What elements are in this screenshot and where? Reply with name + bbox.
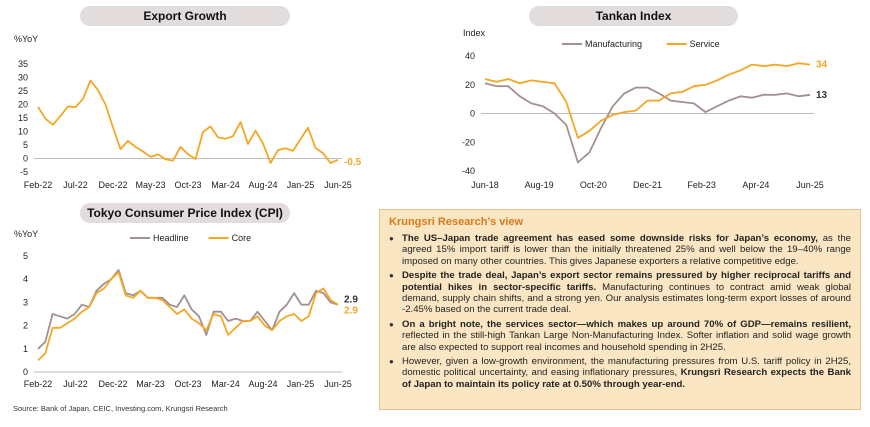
- bullet-text: Manufacturing continues to contract amid…: [402, 281, 851, 316]
- cpi-legend-label: Headline: [153, 233, 189, 243]
- cpi-x-tick-label: Jul-22: [63, 379, 88, 389]
- view-bullet: On a bright note, the services sector—wh…: [389, 319, 851, 353]
- cpi-end-value-label: 2.9: [344, 306, 358, 317]
- export-x-tick-label: Aug-24: [248, 180, 277, 190]
- cpi-series-core-line: [37, 271, 339, 362]
- export-y-tick-label: -5: [20, 167, 28, 177]
- export-growth-title: Export Growth: [80, 6, 290, 26]
- cpi-y-axis-label: %YoY: [14, 229, 38, 239]
- export-y-tick-label: 0: [23, 154, 28, 164]
- bullet-text: reflected in the still-high Tankan Large…: [402, 330, 851, 353]
- export-y-tick-label: 20: [18, 100, 28, 110]
- bullet-text: as the agreed 15% import tariff is lower…: [402, 233, 851, 267]
- cpi-x-tick-label: Mar-23: [136, 379, 165, 389]
- tankan-index-title: Tankan Index: [529, 6, 738, 26]
- bullet-bold: Despite the trade deal, Japan’s export s…: [402, 270, 851, 293]
- tankan-series-service-line: [484, 62, 811, 139]
- tankan-end-value-label: 13: [816, 90, 828, 101]
- tankan-x-tick-label: Jun-25: [796, 180, 824, 190]
- tankan-y-tick-label: 0: [470, 109, 475, 119]
- cpi-x-tick-label: Oct-23: [174, 379, 201, 389]
- export-y-tick-label: 10: [18, 127, 28, 137]
- export-x-tick-label: Jun-25: [324, 180, 352, 190]
- tankan-y-tick-label: 20: [465, 80, 475, 90]
- cpi-y-tick-label: 0: [23, 367, 28, 377]
- cpi-x-tick-label: Aug-24: [248, 379, 277, 389]
- bullet-bold: Krungsri Research expects the Bank of Ja…: [402, 367, 851, 390]
- tankan-end-value-label: 34: [816, 60, 828, 71]
- tankan-y-tick-label: -40: [462, 166, 475, 176]
- krungsri-view-panel: Krungsri Research’s view The US–Japan tr…: [379, 209, 861, 410]
- cpi-x-tick-label: Mar-24: [211, 379, 240, 389]
- tankan-y-axis-label: Index: [463, 28, 486, 38]
- export-x-tick-label: Dec-22: [98, 180, 127, 190]
- export-end-value-label: -0.5: [344, 157, 362, 168]
- cpi-x-tick-label: Jun-25: [324, 379, 352, 389]
- cpi-y-tick-label: 2: [23, 321, 28, 331]
- export-x-tick-label: Feb-22: [24, 180, 53, 190]
- export-y-tick-label: 5: [23, 140, 28, 150]
- view-bullet: However, given a low-growth environment,…: [389, 356, 851, 390]
- tankan-y-tick-label: -20: [462, 137, 475, 147]
- export-x-tick-label: May-23: [135, 180, 165, 190]
- export-y-tick-label: 30: [18, 73, 28, 83]
- cpi-end-value-label: 2.9: [344, 295, 358, 306]
- cpi-y-tick-label: 5: [23, 251, 28, 261]
- view-title: Krungsri Research’s view: [389, 216, 524, 228]
- export-y-tick-label: 25: [18, 86, 28, 96]
- cpi-y-tick-label: 3: [23, 297, 28, 307]
- tankan-legend-label: Service: [690, 39, 720, 49]
- view-bullet: The US–Japan trade agreement has eased s…: [389, 233, 851, 267]
- tankan-legend-label: Manufacturing: [585, 39, 642, 49]
- tankan-series-manufacturing-line: [484, 82, 811, 164]
- tokyo-cpi-title: Tokyo Consumer Price Index (CPI): [80, 203, 290, 223]
- tankan-x-tick-label: Apr-24: [742, 180, 769, 190]
- export-x-tick-label: Mar-24: [211, 180, 240, 190]
- bullet-text: However, given a low-growth environment,…: [402, 356, 851, 379]
- cpi-series-headline-line: [37, 268, 339, 350]
- view-bullet-list: The US–Japan trade agreement has eased s…: [389, 233, 851, 390]
- tankan-x-tick-label: Feb-23: [687, 180, 716, 190]
- tankan-x-tick-label: Aug-19: [525, 180, 554, 190]
- cpi-y-tick-label: 4: [23, 274, 28, 284]
- cpi-x-tick-label: Dec-22: [98, 379, 127, 389]
- export-y-tick-label: 15: [18, 113, 28, 123]
- export-series-exports-line: [37, 79, 339, 165]
- export-x-tick-label: Jan-25: [287, 180, 315, 190]
- view-bullet: Despite the trade deal, Japan’s export s…: [389, 270, 851, 316]
- cpi-legend-label: Core: [232, 233, 252, 243]
- export-y-axis-label: %YoY: [14, 34, 38, 44]
- source-note: Source: Bank of Japan, CEIC, Investing.c…: [13, 404, 228, 413]
- bullet-bold: The US–Japan trade agreement has eased s…: [402, 233, 818, 244]
- tankan-x-tick-label: Oct-20: [580, 180, 607, 190]
- tankan-x-tick-label: Jun-18: [471, 180, 499, 190]
- export-y-tick-label: 35: [18, 59, 28, 69]
- bullet-bold: On a bright note, the services sector—wh…: [402, 318, 851, 330]
- cpi-x-tick-label: Feb-22: [24, 379, 53, 389]
- export-x-tick-label: Jul-22: [63, 180, 88, 190]
- cpi-x-tick-label: Jan-25: [287, 379, 315, 389]
- tankan-x-tick-label: Dec-21: [633, 180, 662, 190]
- export-x-tick-label: Oct-23: [174, 180, 201, 190]
- tankan-y-tick-label: 40: [465, 51, 475, 61]
- cpi-y-tick-label: 1: [23, 344, 28, 354]
